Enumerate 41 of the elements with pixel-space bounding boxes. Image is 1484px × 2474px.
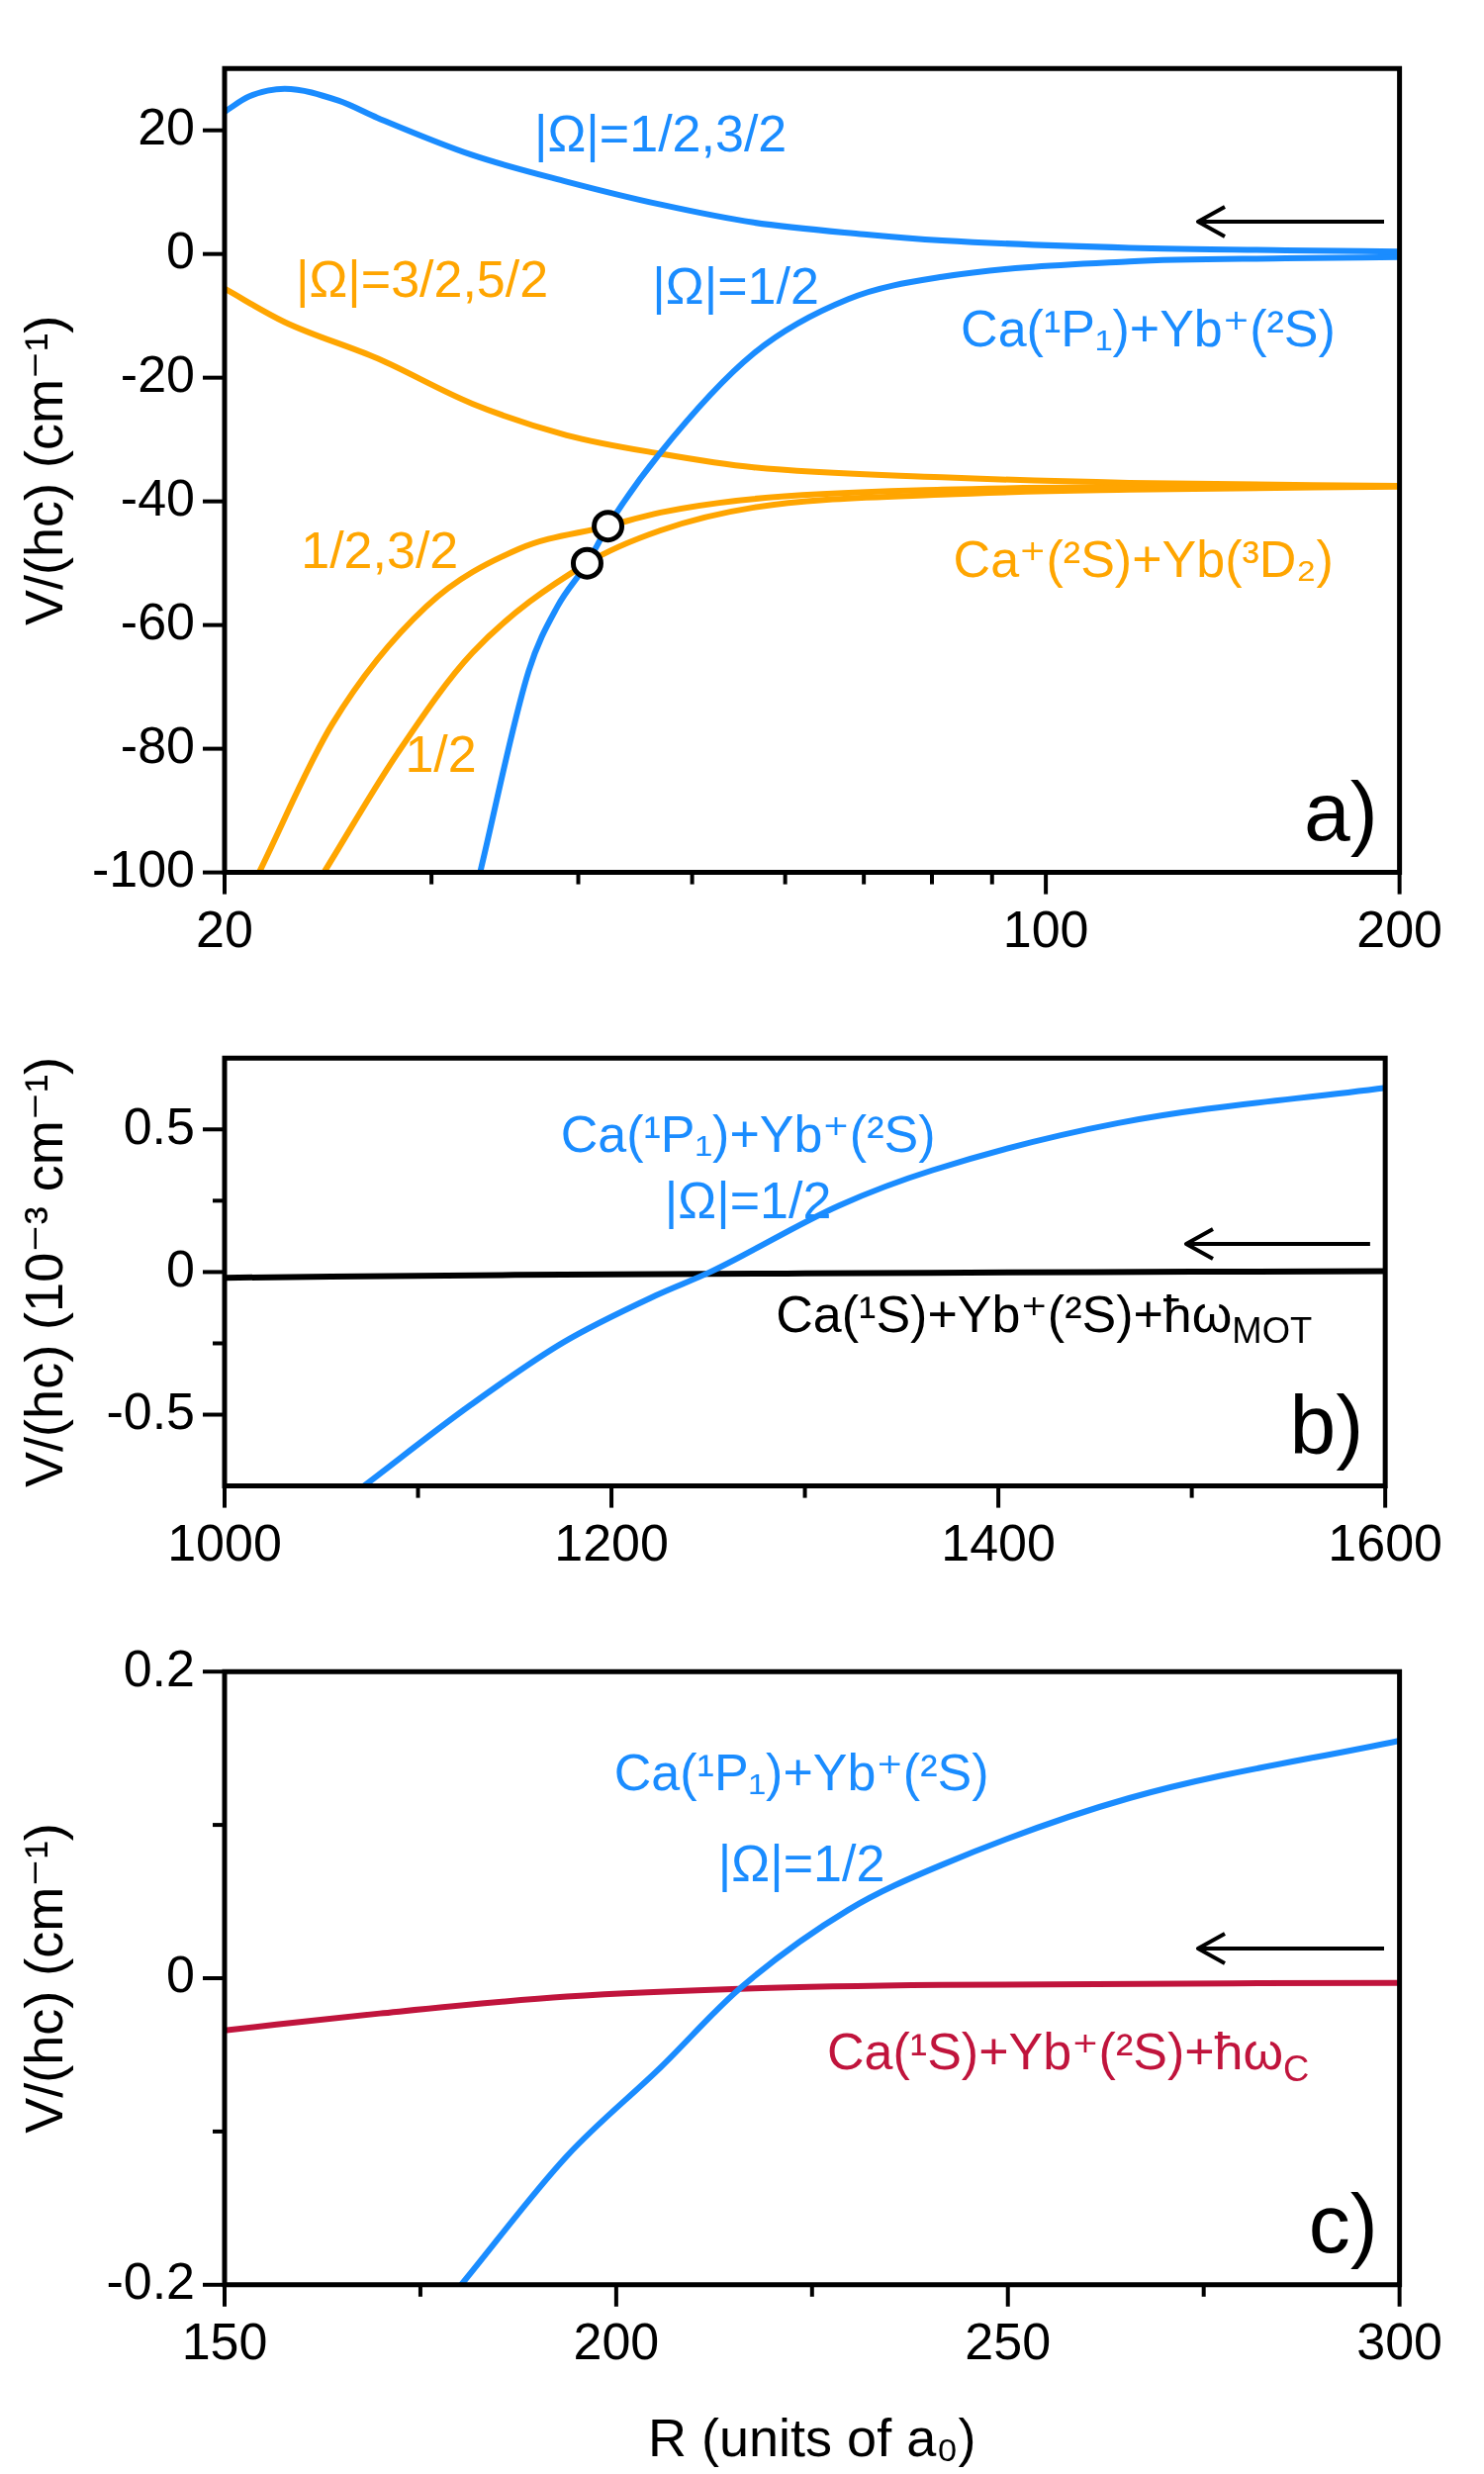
y-tick-label: -40 xyxy=(120,468,195,526)
x-tick-label: 1400 xyxy=(941,1514,1056,1572)
y-axis-title: V/(hc) (cm⁻¹) xyxy=(14,1823,74,2134)
annotation: Ca(¹P₁)+Yb⁺(²S) xyxy=(961,300,1336,358)
x-tick-label: 100 xyxy=(1002,901,1089,959)
y-tick-label: -0.2 xyxy=(106,2252,195,2311)
annotation: c) xyxy=(1308,2176,1378,2270)
y-tick-label: -80 xyxy=(120,715,195,774)
y-tick-label: 20 xyxy=(138,98,195,156)
annotation: Ca⁺(²S)+Yb(³D₂) xyxy=(953,530,1334,589)
x-axis-title: R (units of a₀) xyxy=(648,2408,976,2468)
annotation: |Ω|=1/2 xyxy=(652,256,819,315)
y-tick-label: 0 xyxy=(166,1946,195,2004)
annotation: Ca(¹P₁)+Yb⁺(²S) xyxy=(613,1743,989,1801)
y-tick-label: -100 xyxy=(91,839,195,898)
x-tick-label: 1200 xyxy=(554,1514,669,1572)
y-tick-label: 0 xyxy=(166,222,195,280)
annotation: 1/2 xyxy=(405,724,477,783)
x-tick-label: 300 xyxy=(1356,2313,1442,2371)
annotation: |Ω|=1/2 xyxy=(664,1172,832,1230)
annotation: Ca(¹P₁)+Yb⁺(²S) xyxy=(560,1104,936,1163)
y-tick-label: -0.5 xyxy=(106,1381,195,1440)
y-axis-title: V/(hc) (10⁻³ cm⁻¹) xyxy=(14,1056,74,1487)
annotation: |Ω|=3/2,5/2 xyxy=(295,249,549,308)
annotation: |Ω|=1/2 xyxy=(717,1835,885,1893)
x-tick-label: 150 xyxy=(181,2313,268,2371)
x-tick-label: 1600 xyxy=(1328,1514,1442,1572)
y-tick-label: 0 xyxy=(166,1239,195,1297)
annotation: |Ω|=1/2,3/2 xyxy=(533,105,788,163)
annotation: a) xyxy=(1303,764,1378,858)
y-axis-title: V/(hc) (cm⁻¹) xyxy=(14,315,74,626)
x-tick-label: 250 xyxy=(965,2313,1052,2371)
y-tick-label: -60 xyxy=(120,592,195,650)
y-tick-label: 0.2 xyxy=(123,1639,195,1697)
x-tick-label: 200 xyxy=(573,2313,660,2371)
annotation: b) xyxy=(1289,1378,1364,1472)
x-tick-label: 200 xyxy=(1356,901,1442,959)
y-tick-label: 0.5 xyxy=(123,1096,195,1155)
annotation: 1/2,3/2 xyxy=(301,522,459,580)
y-tick-label: -20 xyxy=(120,345,195,404)
x-tick-label: 1000 xyxy=(167,1514,282,1572)
